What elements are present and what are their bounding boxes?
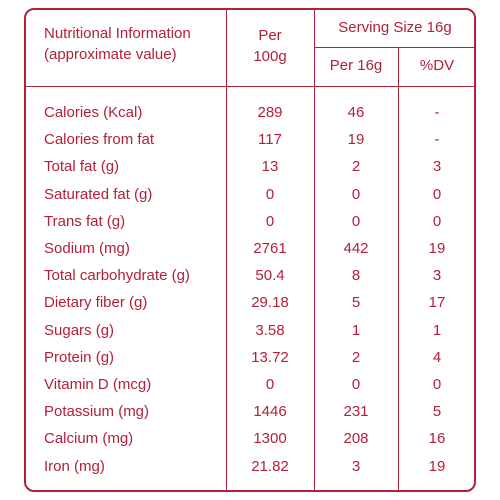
value-dv: 0: [432, 185, 442, 203]
nutrition-table: Nutritional Information (approximate val…: [24, 8, 476, 492]
nutrient-row: Saturated fat (g) 0 0 0: [26, 183, 474, 207]
nutrient-row: Total fat (g) 13 2 3: [26, 155, 474, 179]
nutrient-name: Trans fat (g): [44, 212, 126, 230]
nutrient-name: Total fat (g): [44, 158, 120, 176]
value-dv: 19: [428, 457, 446, 475]
nutrient-row: Calories from fat 117 19 -: [26, 128, 474, 152]
divider-name-per100: [226, 10, 227, 490]
value-per-16g: 0: [351, 212, 361, 230]
nutrient-name: Sugars (g): [44, 321, 115, 339]
nutrient-name: Saturated fat (g): [44, 185, 153, 203]
nutrient-name: Sodium (mg): [44, 240, 130, 257]
value-per-16g: 0: [351, 376, 361, 393]
header-per100-line2: 100g: [253, 48, 287, 65]
value-per-16g: 2: [351, 348, 361, 366]
value-per-16g: 1: [351, 321, 361, 339]
divider-serving-sub: [314, 47, 474, 48]
nutrient-name: Potassium (mg): [44, 403, 150, 421]
header-serving-size: Serving Size 16g: [338, 19, 452, 36]
value-per-100g: 1300: [253, 430, 287, 448]
value-per-16g: 442: [343, 240, 369, 257]
value-dv: 16: [428, 430, 446, 448]
value-per-16g: 3: [351, 457, 361, 475]
value-dv: 19: [428, 240, 446, 257]
divider-header-body: [26, 86, 474, 87]
nutrient-row: Sodium (mg) 2761 442 19: [26, 237, 474, 261]
nutrient-row: Protein (g) 13.72 2 4: [26, 346, 474, 370]
nutrient-row: Dietary fiber (g) 29.18 5 17: [26, 291, 474, 315]
value-dv: 0: [432, 212, 442, 230]
value-per-100g: 1446: [253, 403, 287, 421]
value-per-100g: 13: [261, 158, 279, 176]
header-title: Nutritional Information (approximate val…: [44, 23, 191, 65]
nutrient-name: Protein (g): [44, 348, 115, 366]
value-per-16g: 2: [351, 158, 361, 176]
nutrient-name: Dietary fiber (g): [44, 294, 148, 312]
header-per100: Per 100g: [226, 25, 314, 67]
value-per-100g: 21.82: [251, 457, 289, 475]
header-title-line2: (approximate value): [44, 46, 177, 63]
value-dv: 17: [428, 294, 446, 312]
nutrient-name: Calcium (mg): [44, 430, 134, 448]
value-per-100g: 117: [258, 131, 282, 149]
nutrient-row: Potassium (mg) 1446 231 5: [26, 400, 474, 424]
value-per-100g: 29.18: [251, 294, 289, 312]
nutrient-name: Calories (Kcal): [44, 104, 143, 121]
value-per-16g: 208: [343, 430, 369, 448]
nutrient-row: Calcium (mg) 1300 208 16: [26, 427, 474, 451]
value-per-100g: 2761: [253, 240, 287, 257]
value-dv: -: [434, 131, 440, 149]
value-per-16g: 19: [347, 131, 365, 149]
header-title-line1: Nutritional Information: [44, 25, 191, 42]
value-dv: 0: [432, 376, 442, 393]
nutrient-row: Sugars (g) 3.58 1 1: [26, 319, 474, 343]
value-per-100g: 50.4: [255, 267, 285, 285]
value-per-100g: 13.72: [251, 348, 289, 366]
divider-per100-serving: [314, 10, 315, 490]
value-per-100g: 289: [257, 104, 283, 121]
nutrient-row: Calories (Kcal) 289 46 -: [26, 101, 474, 125]
value-per-100g: 0: [265, 376, 275, 393]
nutrient-name: Vitamin D (mcg): [44, 376, 152, 393]
value-dv: 5: [432, 403, 442, 421]
value-dv: 4: [432, 348, 442, 366]
value-per-100g: 3.58: [255, 321, 285, 339]
value-per-100g: 0: [265, 185, 275, 203]
header-per100-line1: Per: [258, 27, 282, 44]
value-dv: -: [434, 104, 440, 121]
nutrient-row: Vitamin D (mcg) 0 0 0: [26, 373, 474, 397]
value-per-16g: 231: [343, 403, 369, 421]
value-per-100g: 0: [265, 212, 275, 230]
value-per-16g: 5: [351, 294, 361, 312]
header-per16: Per 16g: [329, 57, 383, 74]
divider-per16-dv: [398, 47, 399, 490]
nutrient-row: Iron (mg) 21.82 3 19: [26, 455, 474, 479]
value-per-16g: 46: [347, 104, 365, 121]
value-per-16g: 8: [351, 267, 361, 285]
value-dv: 3: [432, 267, 442, 285]
nutrient-name: Calories from fat: [44, 131, 155, 149]
value-dv: 3: [432, 158, 442, 176]
value-dv: 1: [432, 321, 442, 339]
nutrient-name: Total carbohydrate (g): [44, 267, 190, 285]
header-dv: %DV: [419, 57, 455, 74]
nutrient-name: Iron (mg): [44, 457, 105, 475]
nutrient-row: Total carbohydrate (g) 50.4 8 3: [26, 264, 474, 288]
nutrient-row: Trans fat (g) 0 0 0: [26, 210, 474, 234]
value-per-16g: 0: [351, 185, 361, 203]
